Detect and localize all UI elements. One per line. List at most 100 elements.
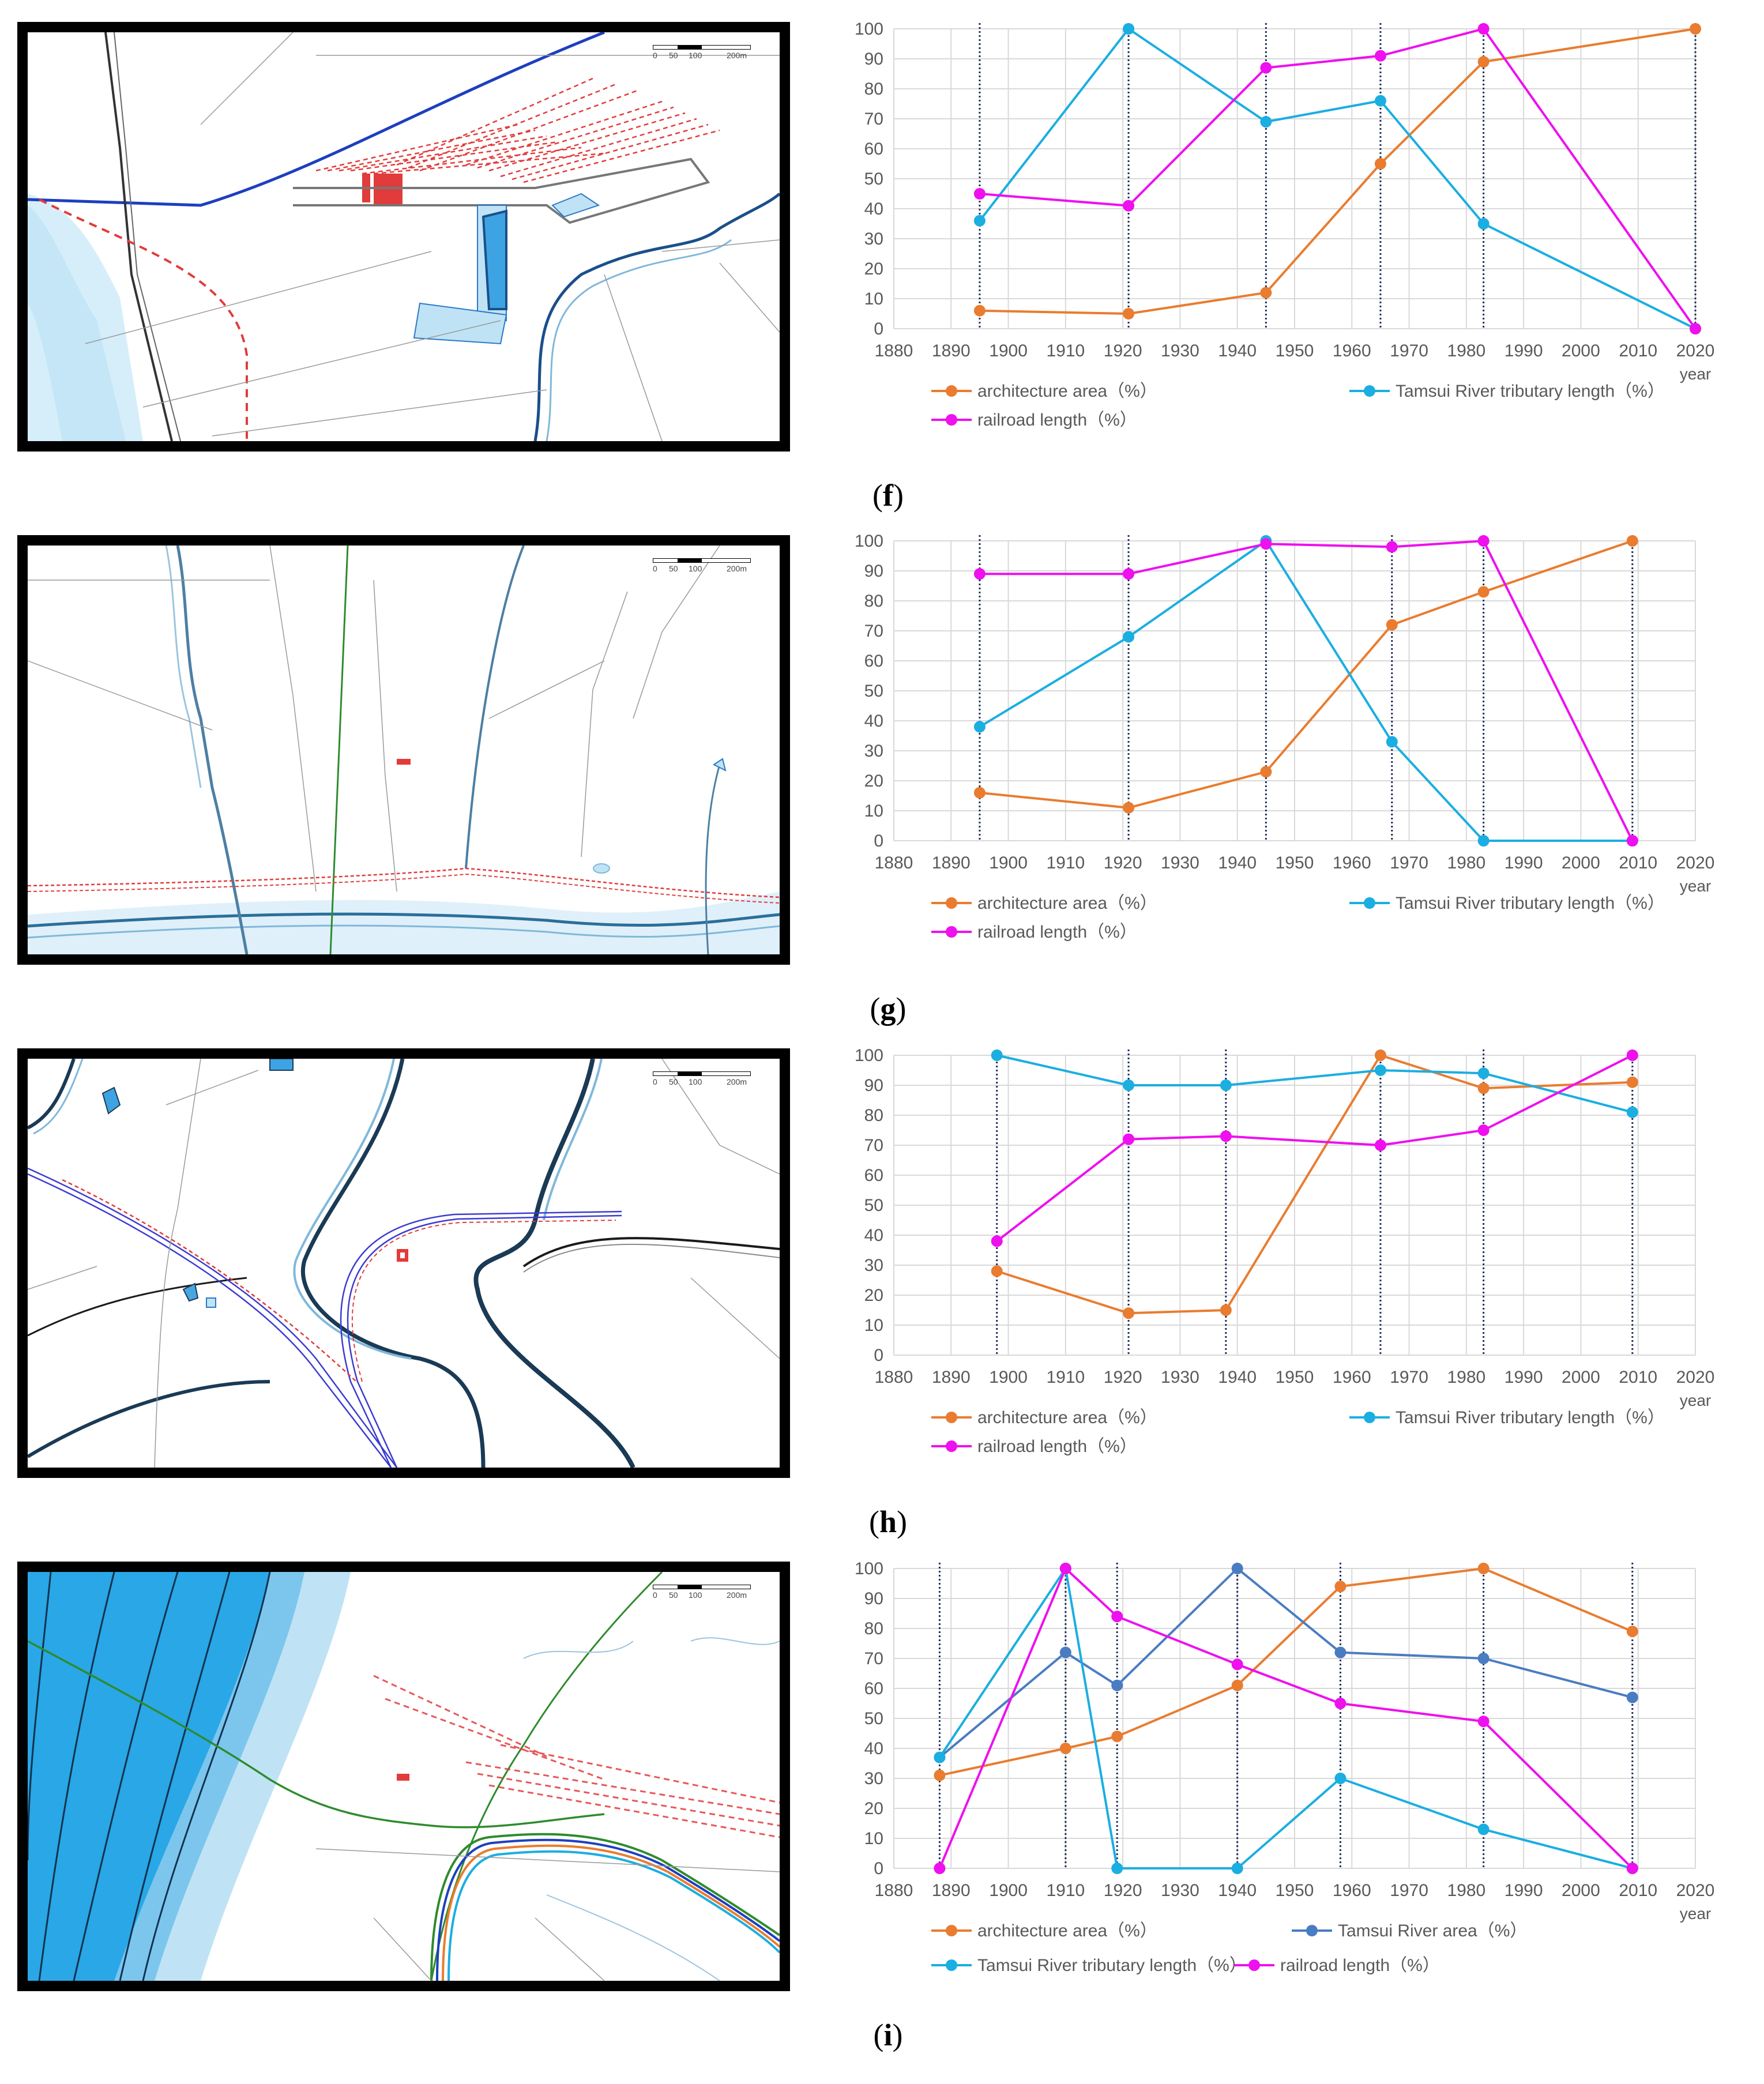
caption-paren: ) [893, 478, 904, 513]
scale-label: 0 [653, 1077, 657, 1086]
x-tick-label: 1890 [932, 341, 971, 360]
y-tick-label: 50 [864, 682, 883, 701]
x-tick-label: 1880 [875, 1881, 913, 1900]
data-point [1260, 62, 1272, 74]
data-point [991, 1265, 1003, 1277]
x-tick-label: 2020 [1676, 1368, 1715, 1387]
x-tick-label: 1960 [1333, 853, 1371, 872]
x-tick-label: 1930 [1161, 853, 1199, 872]
x-tick-label: 2020 [1676, 1881, 1715, 1900]
x-tick-label: 1990 [1505, 1368, 1543, 1387]
y-tick-label: 80 [864, 592, 883, 611]
y-tick-label: 80 [864, 1106, 883, 1125]
data-point [1477, 56, 1490, 68]
x-tick-label: 1980 [1447, 1368, 1485, 1387]
x-tick-label: 1940 [1218, 1881, 1257, 1900]
y-tick-label: 10 [864, 1829, 883, 1848]
x-tick-label: 2000 [1562, 341, 1600, 360]
data-point [1374, 1064, 1386, 1076]
data-point [1059, 1646, 1071, 1658]
x-tick-label: 1990 [1505, 341, 1543, 360]
caption-paren: ( [870, 991, 881, 1026]
x-tick-label: 1920 [1104, 341, 1142, 360]
x-tick-label: 1950 [1276, 341, 1314, 360]
y-tick-label: 80 [864, 1619, 883, 1638]
data-point [1220, 1130, 1232, 1142]
data-point [973, 304, 986, 317]
data-point [1386, 541, 1398, 553]
legend-swatch-marker [946, 1412, 957, 1423]
y-tick-label: 80 [864, 80, 883, 99]
legend-label: railroad length（%） [977, 923, 1137, 942]
scale-label: 50 [669, 1077, 678, 1086]
series-line [979, 27, 1696, 330]
x-tick-label: 2000 [1562, 1368, 1600, 1387]
y-tick-label: 70 [864, 1136, 883, 1155]
data-point [1374, 1049, 1386, 1061]
x-tick-label: 1890 [932, 1881, 971, 1900]
data-point [1260, 766, 1272, 778]
map-panel-i: 0 50 100 200m [17, 1562, 790, 1991]
y-tick-label: 70 [864, 110, 883, 129]
x-tick-label: 2010 [1619, 1368, 1657, 1387]
chart-grid [893, 540, 1696, 841]
scale-label: 50 [669, 51, 678, 60]
x-tick-label: 1920 [1104, 1881, 1142, 1900]
x-tick-label: 1880 [875, 341, 913, 360]
data-point [1626, 1106, 1638, 1118]
y-tick-label: 10 [864, 1316, 883, 1335]
data-point [1123, 802, 1135, 814]
scale-label: 50 [669, 564, 678, 573]
data-point [1374, 158, 1386, 170]
y-tick-label: 50 [864, 1196, 883, 1215]
y-tick-label: 0 [874, 319, 883, 338]
series-line [979, 539, 1634, 841]
map-g-drawing [28, 546, 780, 954]
x-tick-label: 1970 [1390, 1368, 1428, 1387]
data-point [973, 787, 986, 799]
data-point [1111, 1679, 1123, 1691]
x-axis-label: year [1680, 1905, 1711, 1923]
data-point [1386, 736, 1398, 748]
data-point [1477, 1082, 1490, 1094]
y-tick-label: 40 [864, 1226, 883, 1245]
x-tick-label: 1880 [875, 1368, 913, 1387]
x-axis-label: year [1680, 365, 1711, 383]
y-tick-label: 60 [864, 652, 883, 671]
data-point [1626, 1691, 1638, 1703]
legend-swatch-marker [946, 1925, 957, 1936]
legend-swatch-marker [946, 385, 957, 397]
scale-bar: 0 50 100 200m [653, 43, 751, 66]
x-tick-label: 2010 [1619, 853, 1657, 872]
x-tick-label: 1980 [1447, 341, 1485, 360]
x-tick-label: 1920 [1104, 853, 1142, 872]
data-point [1477, 1124, 1490, 1136]
y-tick-label: 40 [864, 712, 883, 731]
x-tick-label: 1960 [1333, 341, 1371, 360]
caption-letter: i [883, 2018, 893, 2052]
data-point [1123, 200, 1135, 212]
data-point [1220, 1304, 1232, 1316]
y-tick-label: 30 [864, 230, 883, 249]
y-tick-label: 20 [864, 259, 883, 279]
data-point [934, 1751, 946, 1763]
y-tick-label: 0 [874, 1346, 883, 1365]
x-tick-label: 1960 [1333, 1368, 1371, 1387]
data-point [973, 721, 986, 733]
y-tick-label: 30 [864, 1256, 883, 1275]
x-tick-label: 2020 [1676, 853, 1715, 872]
scale-label: 100 [689, 51, 702, 60]
caption-letter: f [883, 478, 893, 513]
y-tick-label: 100 [855, 20, 883, 39]
legend-label: architecture area（%） [977, 1408, 1157, 1427]
scale-bar: 0 50 100 200m [653, 1069, 751, 1092]
data-point [1123, 631, 1135, 643]
data-point [1231, 1658, 1243, 1671]
legend-label: railroad length（%） [977, 411, 1137, 430]
legend-swatch-marker [1364, 897, 1375, 909]
data-point [934, 1863, 946, 1874]
y-tick-label: 40 [864, 200, 883, 219]
x-tick-label: 1890 [932, 853, 971, 872]
data-point [1111, 1863, 1123, 1874]
data-point [1374, 95, 1386, 107]
